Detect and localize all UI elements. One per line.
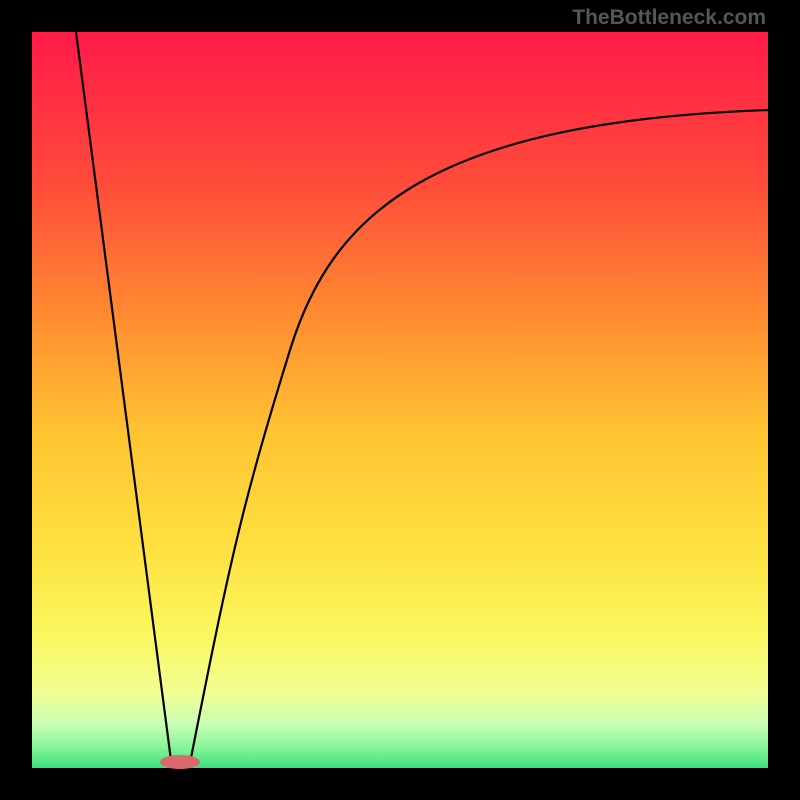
minimum-bump	[0, 0, 800, 800]
minimum-marker	[160, 755, 200, 769]
watermark: TheBottleneck.com	[572, 6, 766, 30]
